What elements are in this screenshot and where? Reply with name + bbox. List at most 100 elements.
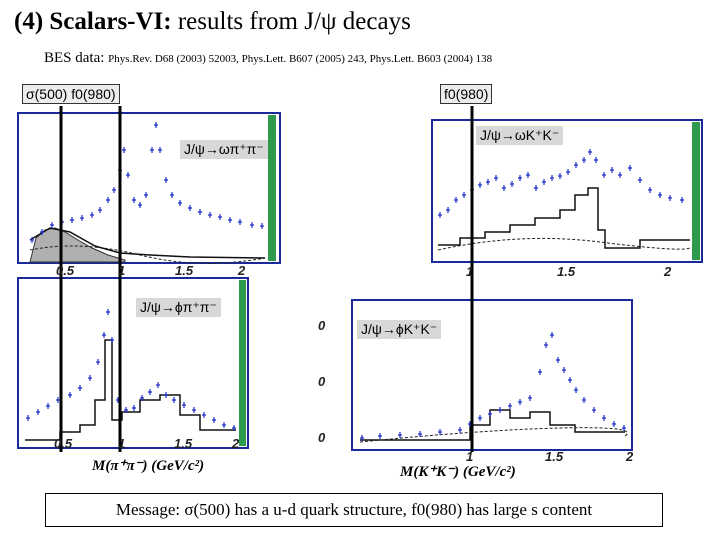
pt-phi-pipi-18 bbox=[172, 397, 176, 403]
tick-left-bottom-2: 1.5 bbox=[174, 436, 193, 451]
pt-phi-pipi-23 bbox=[222, 422, 226, 428]
pt-phi-kk-10 bbox=[508, 403, 512, 409]
pt-phi-kk-20 bbox=[582, 397, 586, 403]
pt-phi-kk-4 bbox=[438, 429, 442, 435]
pt-phi-kk-15 bbox=[550, 332, 554, 338]
pt-omega-pipi-29 bbox=[260, 223, 264, 229]
pt-omega-kk-17 bbox=[574, 162, 578, 168]
label-omega-pipi: J/ψ→ωπ⁺π⁻ bbox=[180, 140, 268, 159]
pt-omega-kk-9 bbox=[510, 181, 514, 187]
pt-phi-kk-22 bbox=[602, 415, 606, 421]
pt-omega-kk-16 bbox=[566, 169, 570, 175]
x-axis-label-kk: M(K⁺K⁻) (GeV/c²) bbox=[400, 464, 516, 480]
pt-omega-kk-3 bbox=[462, 192, 466, 198]
pt-omega-pipi-20 bbox=[170, 192, 174, 198]
pt-phi-pipi-6 bbox=[88, 375, 92, 381]
pt-omega-kk-21 bbox=[602, 172, 606, 178]
pt-phi-pipi-19 bbox=[182, 402, 186, 408]
pt-omega-pipi-9 bbox=[112, 187, 116, 193]
pt-omega-pipi-21 bbox=[178, 200, 182, 206]
pt-phi-pipi-22 bbox=[212, 417, 216, 423]
pt-omega-kk-19 bbox=[588, 149, 592, 155]
pt-omega-kk-24 bbox=[628, 165, 632, 171]
fit-histogram-bottom-left bbox=[25, 339, 236, 441]
tick-left-top-0: 0.5 bbox=[56, 263, 75, 278]
pt-omega-pipi-2 bbox=[50, 222, 54, 228]
pt-phi-kk-17 bbox=[562, 367, 566, 373]
tick-left-top-2: 1.5 bbox=[175, 263, 194, 278]
pt-omega-kk-14 bbox=[550, 175, 554, 181]
tag-f0: f0(980) bbox=[440, 84, 493, 104]
label-phi-kk: J/ψ→ϕK⁺K⁻ bbox=[357, 320, 442, 339]
pt-phi-pipi-15 bbox=[148, 389, 152, 395]
pt-phi-pipi-13 bbox=[132, 405, 136, 411]
pt-omega-pipi-11 bbox=[122, 147, 126, 153]
pt-phi-pipi-9 bbox=[106, 309, 110, 315]
fit-histogram-top-right bbox=[438, 187, 690, 249]
tick-right-bottom-1: 1.5 bbox=[545, 449, 564, 464]
pt-omega-kk-26 bbox=[648, 187, 652, 193]
pt-phi-pipi-3 bbox=[56, 397, 60, 403]
green-bar-top-left bbox=[268, 115, 276, 261]
pt-phi-kk-7 bbox=[478, 415, 482, 421]
pt-omega-kk-18 bbox=[582, 157, 586, 163]
pt-omega-pipi-15 bbox=[144, 192, 148, 198]
pt-omega-kk-28 bbox=[668, 195, 672, 201]
pt-omega-kk-12 bbox=[534, 185, 538, 191]
pt-omega-kk-23 bbox=[618, 172, 622, 178]
label-omega-kk: J/ψ→ωK⁺K⁻ bbox=[476, 126, 564, 145]
pt-phi-kk-0 bbox=[360, 435, 364, 441]
pt-phi-pipi-16 bbox=[156, 382, 160, 388]
pt-omega-pipi-24 bbox=[208, 212, 212, 218]
pt-phi-kk-16 bbox=[556, 357, 560, 363]
pt-phi-kk-21 bbox=[592, 407, 596, 413]
pt-omega-kk-7 bbox=[494, 175, 498, 181]
fit-line-top-left bbox=[29, 227, 266, 259]
pt-phi-kk-11 bbox=[518, 399, 522, 405]
pt-omega-pipi-5 bbox=[80, 215, 84, 221]
pt-omega-pipi-13 bbox=[132, 197, 136, 203]
pt-omega-kk-1 bbox=[446, 207, 450, 213]
pt-omega-pipi-17 bbox=[154, 122, 158, 128]
pt-omega-pipi-19 bbox=[164, 177, 168, 183]
pt-omega-pipi-25 bbox=[218, 214, 222, 220]
pt-phi-pipi-2 bbox=[46, 403, 50, 409]
pt-phi-pipi-7 bbox=[96, 359, 100, 365]
pt-phi-pipi-8 bbox=[102, 332, 106, 338]
pt-phi-pipi-4 bbox=[68, 392, 72, 398]
pt-omega-kk-6 bbox=[486, 179, 490, 185]
pt-phi-kk-12 bbox=[528, 395, 532, 401]
pt-phi-pipi-10 bbox=[110, 337, 114, 343]
bkg-dashed-top-right bbox=[437, 237, 691, 251]
pt-omega-kk-10 bbox=[518, 175, 522, 181]
pt-omega-pipi-27 bbox=[238, 219, 242, 225]
pt-phi-pipi-21 bbox=[202, 412, 206, 418]
ytick-2: 0 bbox=[318, 430, 326, 445]
label-phi-pipi: J/ψ→ϕπ⁺π⁻ bbox=[136, 298, 221, 317]
tick-right-bottom-0: 1 bbox=[466, 449, 474, 464]
title-rest: results from J/ψ decays bbox=[177, 8, 411, 35]
pt-omega-kk-29 bbox=[680, 197, 684, 203]
pt-phi-kk-9 bbox=[498, 407, 502, 413]
pt-phi-kk-5 bbox=[458, 427, 462, 433]
pt-phi-kk-18 bbox=[568, 377, 572, 383]
pt-omega-kk-13 bbox=[542, 179, 546, 185]
references-line: BES data: Phys.Rev. D68 (2003) 52003, Ph… bbox=[44, 50, 492, 67]
pt-omega-kk-27 bbox=[658, 192, 662, 198]
refs-label: BES data: bbox=[44, 50, 105, 66]
pt-omega-kk-22 bbox=[610, 167, 614, 173]
green-bar-bottom-left bbox=[239, 280, 246, 446]
pt-omega-kk-15 bbox=[558, 173, 562, 179]
pt-omega-pipi-7 bbox=[98, 207, 102, 213]
bkg-dashed-bottom-right bbox=[359, 427, 628, 443]
pt-phi-kk-8 bbox=[488, 411, 492, 417]
pt-phi-pipi-1 bbox=[36, 409, 40, 415]
tick-left-bottom-3: 2 bbox=[232, 436, 240, 451]
pt-phi-pipi-24 bbox=[232, 425, 236, 431]
pt-omega-pipi-14 bbox=[138, 202, 142, 208]
pt-omega-pipi-16 bbox=[150, 147, 154, 153]
pt-phi-pipi-0 bbox=[26, 415, 30, 421]
pt-omega-kk-20 bbox=[594, 157, 598, 163]
pt-phi-kk-13 bbox=[538, 369, 542, 375]
title-prefix: (4) Scalars-VI: bbox=[14, 8, 172, 35]
